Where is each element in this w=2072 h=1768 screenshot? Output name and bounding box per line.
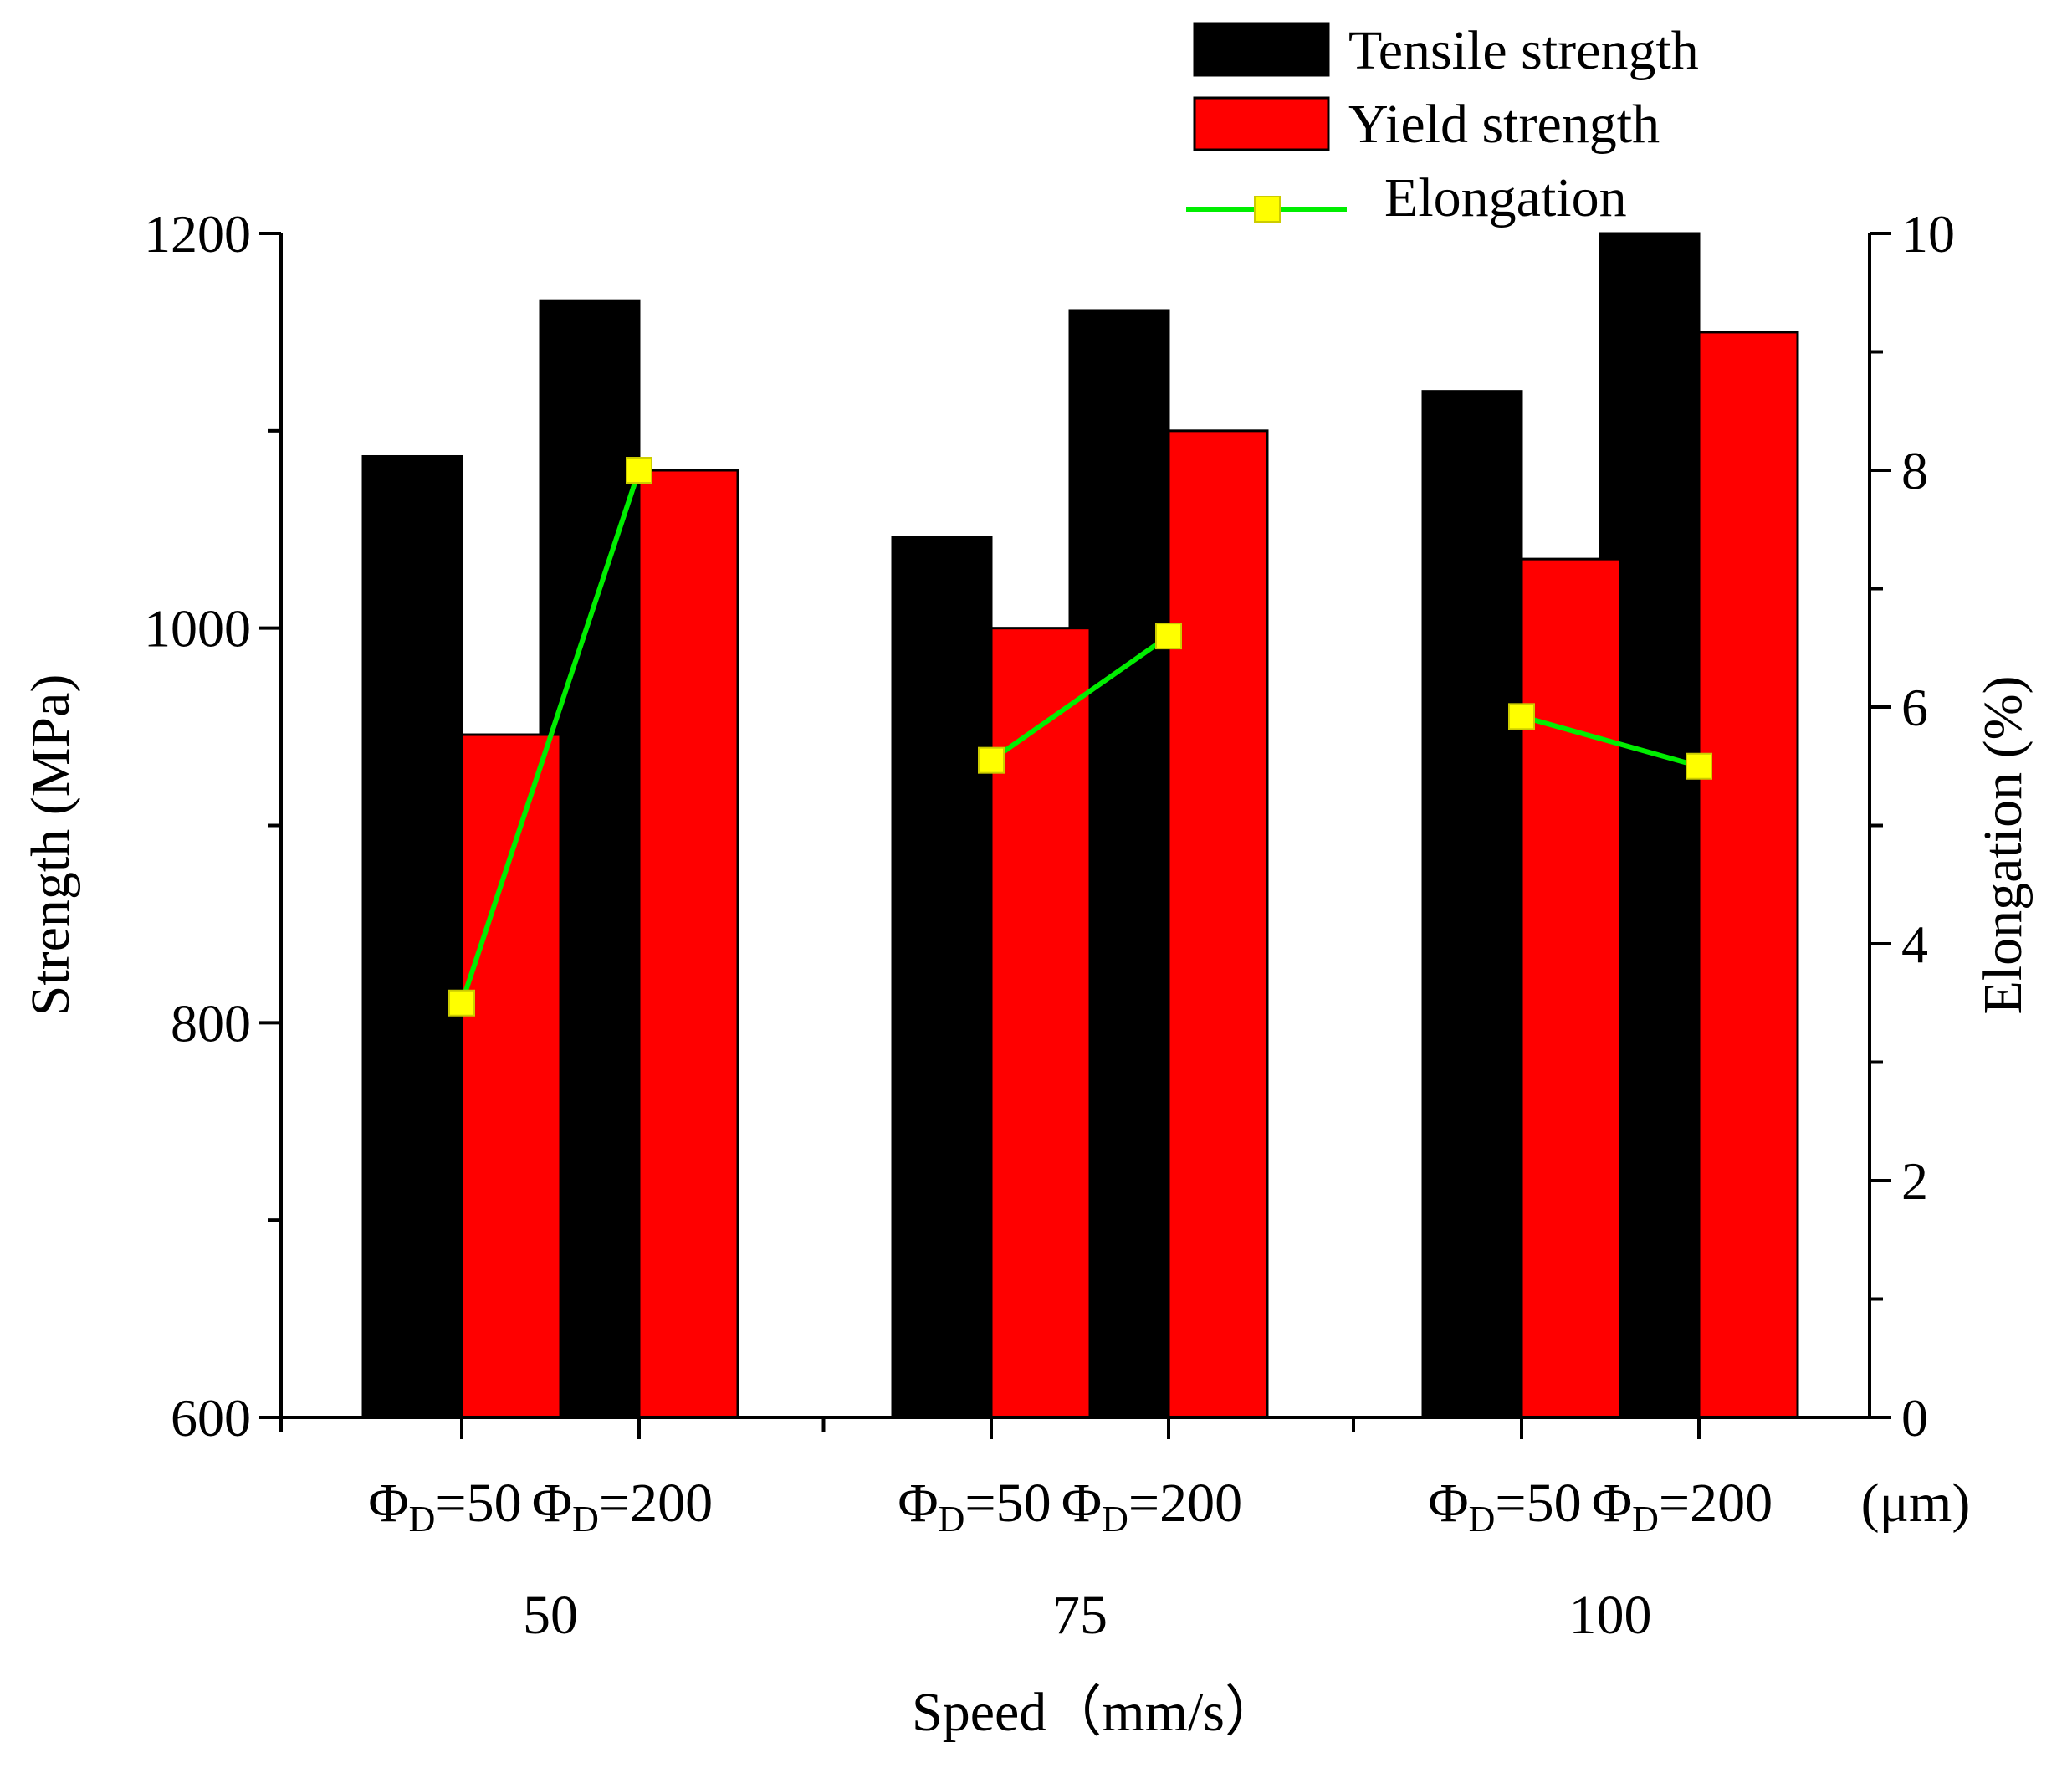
diameter-label-2: ΦD=50 bbox=[898, 1473, 1051, 1540]
elongation-line-layer bbox=[448, 457, 1712, 1017]
y-axis-left-title: Strength (MPa) bbox=[20, 674, 81, 1017]
bar-tensile-0 bbox=[361, 454, 463, 1419]
diameter-unit-label: (μm) bbox=[1861, 1473, 1971, 1534]
diameter-label-5: ΦD=200 bbox=[1592, 1473, 1773, 1540]
legend-marker-elongation bbox=[1254, 196, 1281, 223]
elongation-segment-1 bbox=[990, 633, 1170, 763]
y-right-tick-label: 10 bbox=[1901, 204, 1955, 264]
legend-swatch-tensile bbox=[1193, 22, 1330, 77]
bar-yield-4 bbox=[1520, 557, 1622, 1419]
bar-tensile-2 bbox=[891, 536, 993, 1419]
elongation-segment-2 bbox=[1521, 714, 1700, 769]
bar-yield-2 bbox=[990, 627, 1092, 1419]
y-left-tick-label: 1200 bbox=[144, 204, 251, 264]
bar-yield-5 bbox=[1697, 331, 1799, 1419]
elongation-point-2 bbox=[978, 746, 1005, 774]
legend-label-elongation: Elongation bbox=[1384, 167, 1627, 228]
bars-layer bbox=[361, 232, 1799, 1419]
elongation-point-4 bbox=[1508, 703, 1535, 730]
bar-yield-3 bbox=[1167, 429, 1269, 1419]
legend-swatch-yield bbox=[1193, 96, 1330, 151]
speed-label-1: 75 bbox=[1052, 1585, 1108, 1646]
y-left-tick-label: 600 bbox=[171, 1388, 251, 1448]
y-right-tick-label: 0 bbox=[1901, 1388, 1928, 1448]
diameter-label-3: ΦD=200 bbox=[1062, 1473, 1242, 1540]
elongation-point-1 bbox=[626, 457, 652, 484]
y-right-tick-label: 6 bbox=[1901, 678, 1928, 737]
diameter-label-1: ΦD=200 bbox=[532, 1473, 713, 1540]
elongation-point-5 bbox=[1686, 752, 1712, 780]
diameter-label-4: ΦD=50 bbox=[1428, 1473, 1581, 1540]
y-left-tick-label: 800 bbox=[171, 993, 251, 1053]
legend: Tensile strength Yield strength Elongation bbox=[1186, 20, 1699, 228]
elongation-point-3 bbox=[1155, 623, 1182, 650]
y-left-tick-label: 1000 bbox=[144, 599, 251, 659]
y-right-tick-label: 8 bbox=[1901, 441, 1928, 500]
y-right-tick-label: 2 bbox=[1901, 1151, 1928, 1211]
y-axis-right-title: Elongation (%) bbox=[1972, 675, 2034, 1014]
speed-label-0: 50 bbox=[523, 1585, 578, 1646]
legend-label-tensile: Tensile strength bbox=[1348, 20, 1699, 81]
legend-label-yield: Yield strength bbox=[1348, 94, 1660, 155]
bar-yield-0 bbox=[460, 733, 562, 1419]
diameter-label-0: ΦD=50 bbox=[368, 1473, 521, 1540]
bar-yield-1 bbox=[637, 469, 739, 1419]
elongation-point-0 bbox=[448, 989, 475, 1017]
y-right-tick-label: 4 bbox=[1901, 915, 1928, 974]
speed-label-2: 100 bbox=[1569, 1585, 1652, 1646]
x-axis-title: Speed（mm/s） bbox=[912, 1682, 1280, 1743]
elongation-segment-0 bbox=[459, 469, 642, 1004]
bar-tensile-4 bbox=[1421, 390, 1523, 1419]
